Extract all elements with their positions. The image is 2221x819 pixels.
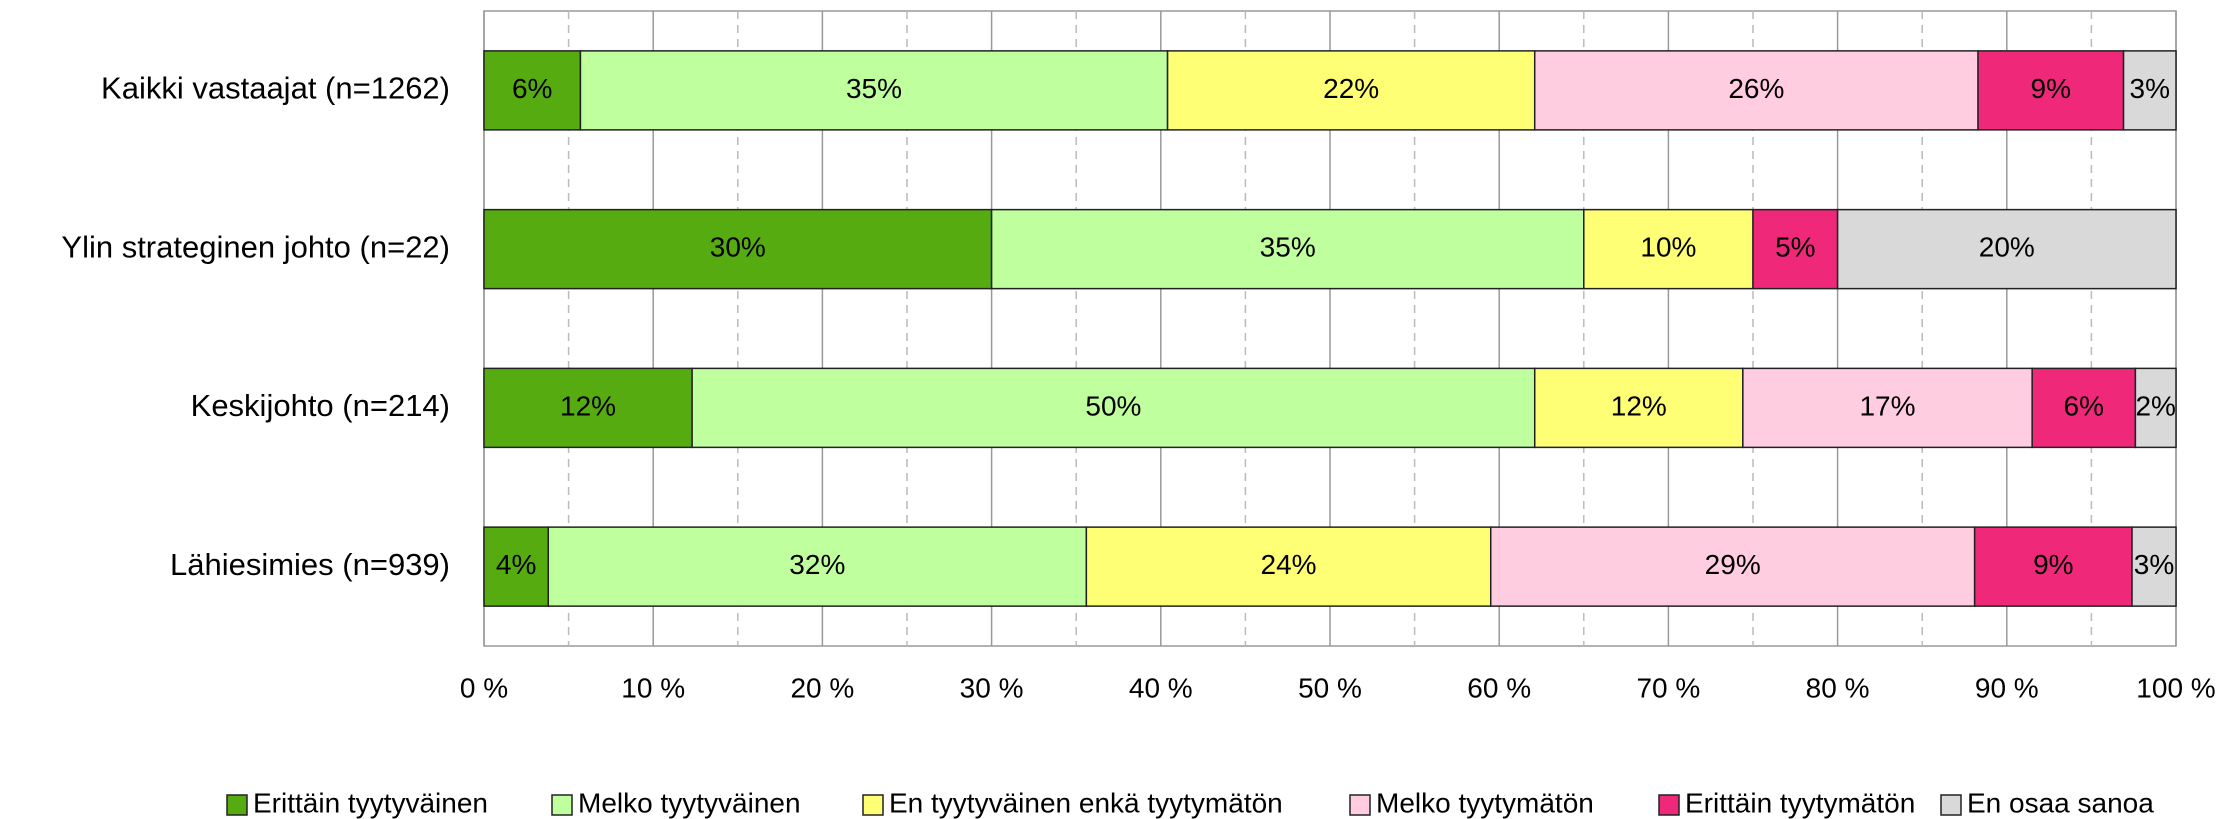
bar-segment (483, 526, 550, 607)
data-label: 3% (2134, 549, 2174, 580)
legend-label: Erittäin tyytyväinen (253, 787, 488, 818)
x-tick-label: 20 % (790, 672, 854, 703)
x-tick-label: 90 % (1975, 672, 2039, 703)
bar-segment (1742, 367, 2033, 449)
data-label: 17% (1859, 390, 1915, 421)
legend-swatch (1940, 794, 1962, 816)
category-label: Kaikki vastaajat (n=1262) (101, 71, 450, 106)
legend-swatch (862, 794, 884, 816)
bar-segment (579, 50, 1169, 131)
bar-segment (483, 208, 993, 290)
legend-swatch (1349, 794, 1371, 816)
data-label: 24% (1261, 549, 1317, 580)
bar-segment (1583, 208, 1754, 290)
x-tick-label: 30 % (960, 672, 1024, 703)
x-tick-label: 40 % (1129, 672, 1193, 703)
bar-segment (483, 50, 582, 131)
data-label: 20% (1979, 232, 2035, 263)
data-label: 12% (560, 390, 616, 421)
data-label: 32% (789, 549, 845, 580)
data-label: 22% (1323, 73, 1379, 104)
bar-segment (1085, 526, 1492, 607)
x-tick-label: 0 % (460, 672, 508, 703)
data-label: 29% (1705, 549, 1761, 580)
data-label: 35% (1260, 232, 1316, 263)
data-label: 50% (1085, 390, 1141, 421)
x-tick-label: 10 % (621, 672, 685, 703)
data-label: 3% (2130, 73, 2170, 104)
data-label: 10% (1640, 232, 1696, 263)
x-tick-label: 100 % (2136, 672, 2215, 703)
data-label: 5% (1775, 232, 1815, 263)
x-tick-label: 60 % (1467, 672, 1531, 703)
bar-segment (691, 367, 1536, 449)
legend-swatch (226, 794, 248, 816)
bar-segment (1166, 50, 1536, 131)
data-label: 6% (512, 73, 552, 104)
legend-label: En tyytyväinen enkä tyytymätön (889, 787, 1283, 818)
data-label: 4% (496, 549, 536, 580)
legend-label: Melko tyytymätön (1376, 787, 1594, 818)
data-label: 9% (2031, 73, 2071, 104)
legend-swatch (1658, 794, 1680, 816)
bar-segment (1533, 367, 1744, 449)
bar-segment (2122, 50, 2177, 131)
x-tick-label: 50 % (1298, 672, 1362, 703)
category-label: Keskijohto (n=214) (191, 388, 450, 423)
data-label: 9% (2033, 549, 2073, 580)
legend-label: Melko tyytyväinen (578, 787, 801, 818)
x-tick-label: 80 % (1806, 672, 1870, 703)
data-label: 12% (1611, 390, 1667, 421)
bar-segment (2134, 367, 2177, 449)
bar-segment (1533, 50, 1979, 131)
bar-segment (547, 526, 1088, 607)
bar-segment (1973, 526, 2133, 607)
bar-segment (483, 367, 693, 449)
x-tick-label: 70 % (1636, 672, 1700, 703)
category-label: Lähiesimies (n=939) (170, 547, 450, 582)
data-label: 6% (2064, 390, 2104, 421)
legend-label: Erittäin tyytymätön (1685, 787, 1915, 818)
bar-segment (990, 208, 1585, 290)
data-label: 2% (2135, 390, 2175, 421)
data-label: 35% (846, 73, 902, 104)
bar-segment (1752, 208, 1839, 290)
data-label: 26% (1728, 73, 1784, 104)
legend-swatch (551, 794, 573, 816)
bar-segment (1836, 208, 2177, 290)
bar-segment (1489, 526, 1976, 607)
bar-segment (2131, 526, 2177, 607)
category-label: Ylin strateginen johto (n=22) (61, 229, 450, 264)
legend-label: En osaa sanoa (1967, 787, 2154, 818)
data-label: 30% (710, 232, 766, 263)
